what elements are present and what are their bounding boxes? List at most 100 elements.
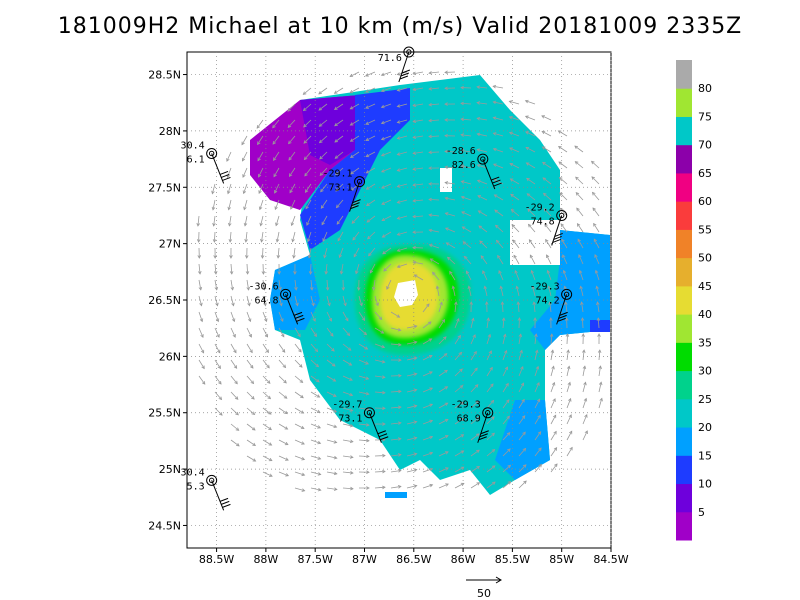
wind-vector-head [293, 271, 297, 275]
wind-vector-head [476, 482, 481, 486]
wind-vector-head [578, 254, 582, 258]
wind-vector [294, 471, 305, 476]
colorbar-label: 45 [698, 280, 712, 293]
wind-vector-head [541, 146, 546, 150]
wind-vector-head [583, 381, 587, 386]
wind-vector-head [316, 409, 321, 413]
wind-barb-flag [399, 75, 409, 80]
wind-vector [566, 366, 570, 377]
wind-vector-head [350, 471, 354, 475]
wind-vector-head [350, 187, 355, 191]
wind-vector-head [492, 132, 497, 136]
wind-vector-head [564, 301, 568, 306]
wind-vector [278, 455, 289, 461]
wind-vector [413, 135, 424, 138]
wind-vector-head [460, 482, 465, 487]
wind-vector [477, 117, 488, 121]
wind-vector-head [366, 202, 370, 207]
data-patch [385, 492, 407, 498]
wind-vector [422, 338, 432, 345]
wind-vector-head [285, 457, 289, 461]
wind-vector-head [580, 317, 585, 321]
wind-vector [470, 482, 480, 489]
station-marker-outer [206, 474, 218, 486]
wind-vector-head [352, 236, 356, 241]
wind-vector [305, 199, 312, 209]
wind-vector-head [538, 463, 543, 468]
wind-vector-head [428, 228, 433, 233]
wind-vector-head [537, 414, 541, 419]
wind-vector-head [260, 238, 264, 243]
wind-vector-head [349, 154, 354, 159]
wind-vector [445, 182, 456, 185]
wind-vector-head [288, 173, 293, 178]
wind-vector [230, 295, 234, 306]
wind-vector-head [336, 221, 341, 225]
wind-vector [477, 102, 488, 105]
wind-vector-head [546, 269, 551, 274]
wind-vector-head [243, 206, 247, 211]
wind-vector-head [592, 207, 596, 212]
wind-vector-head [412, 245, 416, 250]
wind-vector [549, 302, 552, 313]
wind-vector [454, 385, 463, 393]
wind-vector-head [525, 162, 530, 166]
wind-vector [246, 423, 256, 431]
wind-vector [493, 148, 504, 153]
station-wind-speed: 74.2 [536, 295, 560, 306]
wind-vector-head [483, 285, 488, 290]
colorbar-segment [676, 483, 692, 513]
wind-barb-flag [552, 238, 561, 243]
colorbar-label: 5 [698, 506, 705, 519]
wind-vector-head [444, 70, 448, 75]
wind-vector-head [300, 410, 305, 414]
wind-vector-head [413, 388, 418, 393]
wind-vector-head [349, 408, 354, 412]
wind-vector-head [306, 238, 311, 243]
wind-vector [320, 183, 328, 193]
wind-vector [278, 343, 286, 353]
station-marker-inner [208, 150, 215, 157]
wind-vector-head [598, 365, 602, 370]
wind-vector-head [218, 380, 222, 385]
wind-vector [289, 183, 296, 193]
wind-vector [566, 414, 572, 425]
lat-tick-label: 27.5N [148, 181, 181, 194]
wind-vector-head [246, 286, 250, 291]
wind-field-low-sw [270, 255, 320, 330]
wind-vector-head [257, 157, 261, 162]
wind-vector [597, 317, 600, 329]
wind-vector-head [509, 162, 514, 167]
wind-vector-head [287, 108, 291, 112]
wind-vector-head [310, 287, 314, 291]
wind-vector-head [365, 170, 370, 174]
wind-vector [326, 471, 337, 475]
wind-vector-head [349, 439, 354, 444]
wind-vector-head [460, 466, 465, 470]
wind-vector-head [460, 117, 464, 122]
wind-vector [502, 464, 511, 473]
wind-vector-head [428, 87, 432, 91]
wind-vector-head [274, 189, 278, 194]
wind-vector [511, 209, 520, 217]
lat-tick-label: 26.5N [148, 294, 181, 307]
wind-vector-head [287, 124, 292, 128]
wind-vector [230, 327, 236, 338]
wind-vector [454, 335, 461, 345]
wind-vector-head [550, 349, 555, 354]
wind-vector [454, 418, 464, 425]
wind-vector-head [444, 118, 448, 122]
colorbar-label: 35 [698, 336, 712, 349]
wind-vector [406, 437, 417, 441]
wind-vector [334, 135, 344, 143]
wind-vector [326, 343, 335, 352]
wind-vector-head [506, 415, 510, 420]
wind-vector [525, 147, 536, 153]
wind-vector-head [429, 403, 434, 407]
wind-vector [342, 343, 352, 351]
wind-vector-head [541, 130, 546, 135]
wind-vector [541, 115, 552, 121]
wind-vector [445, 212, 456, 217]
wind-vector [278, 359, 286, 368]
wind-vector [494, 194, 504, 201]
